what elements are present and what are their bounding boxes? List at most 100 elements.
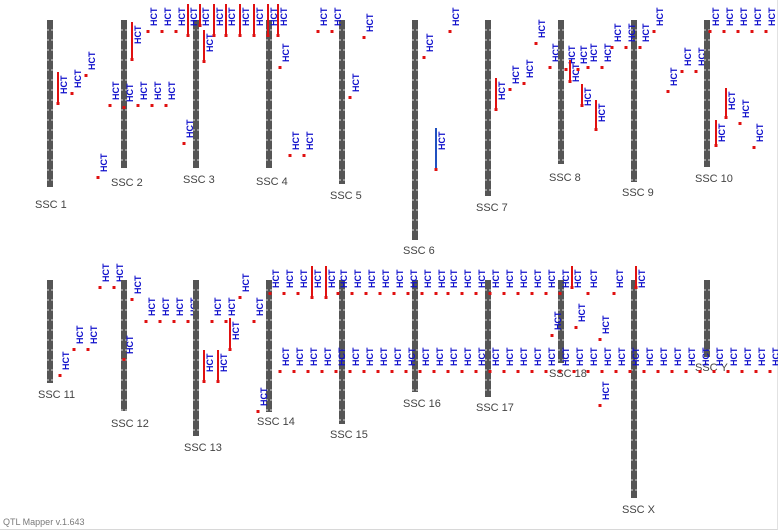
qtl-bar [595,100,597,128]
qtl-label-hct: HCT [561,347,571,366]
qtl-marker [574,326,578,329]
qtl-marker [324,296,328,299]
qtl-label-hct: HCT [259,387,269,406]
qtl-marker [698,370,702,373]
qtl-label-hct: HCT [755,123,765,142]
qtl-label-hct: HCT [89,325,99,344]
chromosome-label-ssc2: SSC 2 [111,177,143,189]
qtl-marker [96,176,100,179]
qtl-marker [362,36,366,39]
qtl-label-hct: HCT [727,91,737,110]
qtl-marker [474,292,478,295]
qtl-label-hct: HCT [683,47,693,66]
chromosome-label-ssc13: SSC 13 [184,442,222,454]
qtl-label-hct: HCT [395,269,405,288]
qtl-label-hct: HCT [631,347,641,366]
qtl-marker [160,30,164,33]
qtl-label-hct: HCT [177,7,187,26]
qtl-label-hct: HCT [271,269,281,288]
chromosome-ssc1: SSC 1 HCT HCT HCT HCT [35,20,109,211]
chromosome-label-ssc9: SSC 9 [622,187,654,199]
chromosome-label-ssc16: SSC 16 [403,398,441,410]
qtl-label-hct: HCT [537,19,547,38]
qtl-marker [108,104,112,107]
qtl-marker [252,34,256,37]
qtl-marker [72,348,76,351]
chromosome-label-ssc10: SSC 10 [695,173,733,185]
qtl-marker [586,66,590,69]
qtl-marker [516,292,520,295]
qtl-label-hct: HCT [227,7,237,26]
qtl-label-hct: HCT [163,7,173,26]
chromosome-bar-sscy [704,280,710,357]
qtl-label-hct: HCT [425,33,435,52]
qtl-marker [130,298,134,301]
chromosome-ssc5: SSC 5 HCT HCT HCT HCT [316,7,375,202]
qtl-label-hct: HCT [717,123,727,142]
qtl-marker [70,92,74,95]
qtl-marker [86,348,90,351]
qtl-marker [390,370,394,373]
chromosome-bar-ssc2 [121,20,127,168]
qtl-marker [278,66,282,69]
chromosome-bar-sscx [631,280,637,498]
qtl-marker [182,142,186,145]
qtl-marker [268,292,272,295]
qtl-marker [150,104,154,107]
chromosome-label-ssc18: SSC 18 [549,368,587,380]
qtl-marker [378,292,382,295]
qtl-marker [122,106,126,109]
qtl-label-hct: HCT [365,13,375,32]
qtl-label-hct: HCT [725,7,735,26]
qtl-label-hct: HCT [641,23,651,42]
qtl-label-hct: HCT [241,7,251,26]
qtl-marker [292,370,296,373]
qtl-label-hct: HCT [645,347,655,366]
qtl-label-hct: HCT [547,269,557,288]
qtl-marker [724,116,728,119]
qtl-marker [694,70,698,73]
qtl-label-hct: HCT [741,99,751,118]
qtl-label-hct: HCT [715,347,725,366]
qtl-label-hct: HCT [269,7,279,26]
qtl-marker [174,30,178,33]
qtl-marker [750,30,754,33]
chromosome-label-ssc11: SSC 11 [38,389,75,401]
qtl-label-hct: HCT [379,347,389,366]
qtl-label-hct: HCT [323,347,333,366]
qtl-marker [768,370,772,373]
qtl-label-hct: HCT [75,325,85,344]
qtl-label-hct: HCT [73,69,83,88]
qtl-marker [84,74,88,77]
qtl-label-hct: HCT [353,269,363,288]
chromosome-ssc2: SSC 2 HCT HCT HCT HCT HCT HCT HCT [108,7,177,189]
qtl-label-hct: HCT [551,43,561,62]
qtl-marker [130,58,134,61]
qtl-marker [598,404,602,407]
qtl-label-hct: HCT [313,269,323,288]
qtl-label-hct: HCT [133,25,143,44]
qtl-marker [306,370,310,373]
qtl-marker [434,168,438,171]
chromosome-bar-ssc11 [47,280,53,383]
chromosome-ssc11: SSC 11 HCT HCT HCT HCT HCT [38,263,125,401]
qtl-marker [350,292,354,295]
qtl-label-hct: HCT [757,347,767,366]
qtl-label-hct: HCT [295,347,305,366]
qtl-marker [740,370,744,373]
qtl-label-hct: HCT [505,347,515,366]
qtl-marker [56,102,60,105]
qtl-bar [435,128,437,168]
qtl-label-hct: HCT [437,131,447,150]
qtl-label-hct: HCT [337,347,347,366]
qtl-label-hct: HCT [407,347,417,366]
chromosome-label-ssc4: SSC 4 [256,176,288,188]
qtl-marker [656,370,660,373]
qtl-label-hct: HCT [697,47,707,66]
qtl-marker [202,60,206,63]
qtl-marker [572,370,576,373]
qtl-marker [726,370,730,373]
qtl-bar [203,350,205,380]
chromosome-bar-ssc10 [704,20,710,167]
